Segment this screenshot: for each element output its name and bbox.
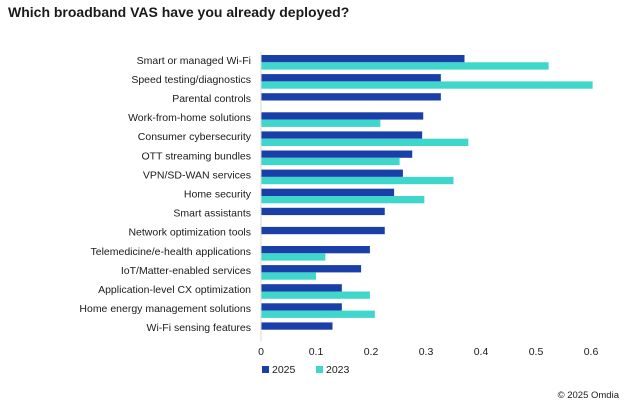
chart-title: Which broadband VAS have you already dep…: [8, 4, 350, 20]
bar-2023: [261, 176, 454, 185]
bar-2025: [261, 265, 362, 273]
x-tick-label: 0.4: [474, 346, 489, 358]
bar-2025: [261, 226, 385, 235]
category-label: VPN/SD-WAN services: [143, 169, 251, 181]
bar-2023: [261, 81, 593, 89]
category-label: Work-from-home solutions: [128, 112, 251, 124]
x-tick-label: 0: [258, 346, 264, 358]
legend-swatch-2025: [262, 366, 269, 373]
bar-2025: [261, 246, 370, 254]
bar-2025: [261, 303, 342, 311]
category-label: Smart or managed Wi-Fi: [137, 55, 251, 67]
copyright-notice: © 2025 Omdia: [557, 390, 619, 401]
category-label: Parental controls: [172, 93, 251, 105]
x-tick-label: 0.1: [309, 346, 324, 358]
category-label: Speed testing/diagnostics: [131, 74, 251, 86]
bar-2023: [261, 157, 400, 166]
category-label: Smart assistants: [173, 208, 251, 220]
bar-2025: [261, 74, 441, 82]
x-tick-label: 0.6: [584, 346, 599, 358]
bar-2023: [261, 196, 425, 204]
legend: 2025 2023: [262, 364, 350, 376]
legend-label-2023: 2023: [326, 364, 350, 376]
category-label: Home energy management solutions: [79, 303, 251, 315]
bar-2025: [261, 169, 403, 177]
bar-2023: [261, 62, 549, 70]
x-tick-label: 0.2: [364, 346, 379, 358]
bar-2023: [261, 138, 469, 146]
bar-2023: [261, 119, 381, 127]
category-label: Home security: [184, 189, 252, 201]
bar-2025: [261, 322, 333, 330]
x-tick-label: 0.3: [419, 346, 434, 358]
bar-2025: [261, 284, 342, 292]
bar-2025: [261, 93, 441, 101]
plot-area: [260, 52, 593, 342]
category-labels: Smart or managed Wi-Fi Speed testing/diag…: [79, 55, 251, 334]
bar-2025: [261, 207, 385, 216]
bar-2025: [261, 150, 413, 158]
category-label: Telemedicine/e-health applications: [90, 246, 251, 258]
bar-2025: [261, 131, 423, 139]
category-label: Consumer cybersecurity: [138, 131, 252, 143]
legend-swatch-2023: [316, 366, 323, 373]
category-label: Network optimization tools: [128, 227, 251, 239]
bar-2025: [261, 188, 395, 196]
x-tick-label: 0.5: [529, 346, 544, 358]
bar-2025: [261, 112, 424, 120]
category-label: OTT streaming bundles: [141, 150, 251, 162]
category-label: Application-level CX optimization: [98, 284, 251, 296]
bar-2023: [261, 272, 316, 280]
bar-2023: [261, 310, 375, 318]
category-label: IoT/Matter-enabled services: [121, 265, 251, 277]
x-axis-ticks: 0 0.1 0.2 0.3 0.4 0.5 0.6: [258, 346, 598, 358]
bar-2023: [261, 291, 370, 299]
legend-label-2025: 2025: [272, 364, 296, 376]
bar-2023: [261, 253, 326, 261]
bar-2025: [261, 55, 465, 63]
category-label: Wi-Fi sensing features: [147, 322, 251, 334]
